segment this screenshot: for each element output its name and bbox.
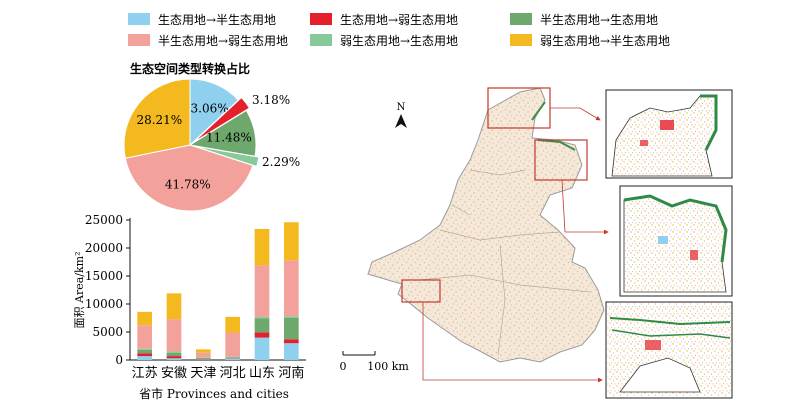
- x-tick-label: 江苏: [132, 365, 158, 381]
- bar-segment: [284, 339, 299, 344]
- bar-segment: [166, 351, 182, 353]
- bar-segment: [284, 260, 299, 317]
- legend-swatch: [510, 13, 532, 25]
- bar-segment: [137, 325, 152, 349]
- bar-segment: [284, 316, 299, 318]
- y-tick-label: 0: [115, 353, 123, 367]
- scale-end: 100 km: [367, 360, 409, 373]
- y-tick-label: 5000: [92, 325, 123, 339]
- y-tick-label: 25000: [85, 213, 123, 227]
- pie-slice-label: 28.21%: [136, 113, 182, 127]
- inset-map-2: [619, 185, 733, 297]
- legend-label: 半生态用地→弱生态用地: [158, 34, 288, 48]
- bar-segment: [284, 222, 299, 261]
- pie-slice-label: 3.18%: [252, 93, 290, 107]
- pie-slice: [124, 144, 254, 212]
- map: N 0 100 km: [340, 87, 733, 399]
- legend-label: 弱生态用地→半生态用地: [540, 34, 670, 48]
- y-tick-label: 15000: [85, 269, 123, 283]
- pie-slice-label: 2.29%: [262, 155, 300, 169]
- legend-label: 生态用地→半生态用地: [158, 13, 276, 27]
- bar-segment: [254, 316, 270, 319]
- legend-swatch: [310, 13, 332, 25]
- pie-title: 生态空间类型转换占比: [130, 61, 250, 76]
- legend-swatch: [310, 34, 332, 46]
- legend-label: 弱生态用地→生态用地: [340, 34, 458, 48]
- pie-slice: [123, 78, 191, 159]
- north-label: N: [397, 102, 406, 113]
- legend-label: 半生态用地→生态用地: [540, 13, 658, 27]
- pie-chart: 13.06% 3.18% 11.48% 2.29% 41.78% 28.21%: [123, 78, 300, 212]
- bar-segment: [254, 337, 270, 360]
- legend-swatch: [128, 34, 150, 46]
- legend-swatch: [128, 13, 150, 25]
- bar-segment: [254, 228, 270, 266]
- pie-slice-label: 11.48%: [206, 131, 252, 145]
- x-axis-label: 省市 Provinces and cities: [139, 386, 289, 401]
- bar-segment: [166, 352, 182, 357]
- bar-segment: [196, 357, 211, 358]
- y-tick-label: 20000: [85, 241, 123, 255]
- bar-segment: [225, 356, 240, 358]
- bar-segment: [196, 358, 211, 360]
- scale-start: 0: [340, 360, 347, 373]
- north-arrow: N: [395, 102, 407, 128]
- legend: 生态用地→半生态用地 生态用地→弱生态用地 半生态用地→生态用地半生态用地→弱生态用…: [128, 13, 670, 48]
- bar-segment: [137, 356, 152, 360]
- x-tick-label: 山东: [249, 366, 275, 381]
- bar-segment: [196, 357, 211, 359]
- bar-segment: [196, 359, 211, 360]
- y-tick-label: 10000: [85, 297, 123, 311]
- y-axis-label: 面积 Area/km²: [73, 252, 86, 329]
- north-arrow-icon: [395, 114, 407, 128]
- bar-segment: [196, 349, 211, 353]
- x-tick-label: 河北: [220, 366, 246, 381]
- bar-segment: [254, 318, 270, 333]
- bar-segment: [225, 316, 240, 333]
- x-tick-label: 安徽: [161, 366, 187, 381]
- legend-swatch: [510, 34, 532, 46]
- bar-segment: [166, 293, 182, 320]
- scale-bar: 0 100 km: [340, 351, 409, 373]
- bar-chart: 面积 Area/km² 省市 Provinces and cities 0 500…: [73, 213, 306, 401]
- highlight-box-3: [401, 279, 441, 303]
- bar-segment: [166, 358, 182, 360]
- legend-label: 生态用地→弱生态用地: [340, 13, 458, 27]
- connector-3: [422, 302, 603, 383]
- highlight-box-2: [534, 139, 588, 181]
- pie-slice: [192, 96, 251, 144]
- bar-segment: [225, 357, 240, 359]
- bar-segment: [225, 357, 240, 358]
- coast-green: [531, 101, 576, 151]
- bar-segment: [254, 332, 270, 338]
- bar-segment: [137, 349, 152, 354]
- pie-slice-label: 13.06%: [183, 102, 229, 116]
- pie-slice-label: 41.78%: [165, 178, 211, 192]
- bar-segment: [137, 353, 152, 357]
- x-tick-label: 天津: [190, 366, 216, 381]
- bar-segment: [196, 352, 211, 358]
- bar-segment: [137, 348, 152, 350]
- province-boundaries: [419, 169, 591, 356]
- study-area-map: [367, 87, 605, 363]
- bar-segment: [284, 318, 299, 340]
- connector-1: [550, 107, 601, 121]
- bar-segment: [225, 332, 240, 357]
- bar-segment: [166, 319, 182, 352]
- bar-segment: [284, 343, 299, 360]
- connector-2: [561, 179, 609, 235]
- bar-segment: [166, 356, 182, 359]
- bar-segment: [137, 311, 152, 326]
- inset-map-3: [605, 301, 733, 399]
- inset-map-1: [605, 89, 733, 179]
- bar-segment: [254, 265, 270, 317]
- x-tick-label: 河南: [278, 365, 304, 381]
- bar-segment: [225, 358, 240, 360]
